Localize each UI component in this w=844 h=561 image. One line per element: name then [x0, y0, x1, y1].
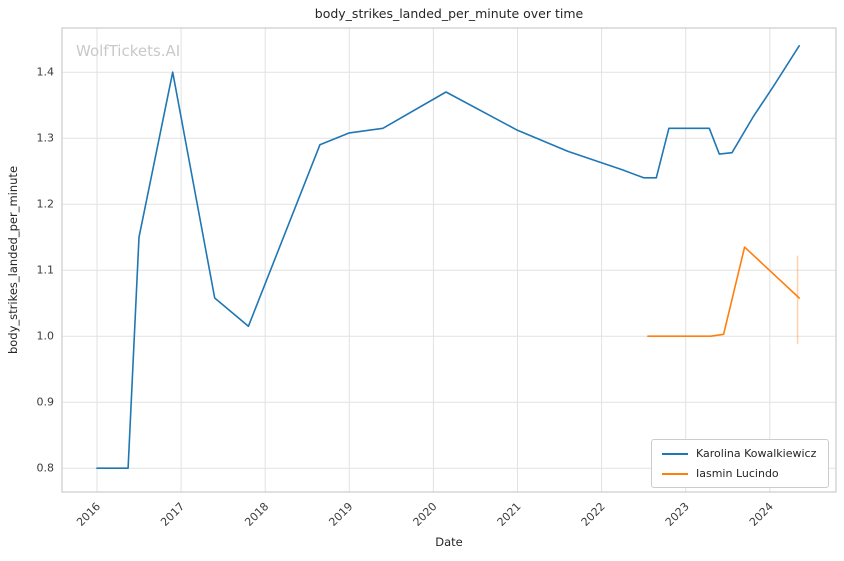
svg-text:2018: 2018: [242, 500, 271, 529]
svg-text:2022: 2022: [579, 500, 608, 529]
legend-line-swatch-orange: [662, 472, 688, 475]
svg-text:2024: 2024: [747, 500, 776, 529]
svg-text:2019: 2019: [326, 500, 355, 529]
legend-entry-iasmin-lucindo: Iasmin Lucindo: [662, 467, 818, 480]
svg-text:1.1: 1.1: [37, 264, 55, 277]
svg-text:2021: 2021: [495, 500, 524, 529]
y-axis-label: body_strikes_landed_per_minute: [6, 165, 20, 355]
legend-line-swatch-blue: [662, 452, 688, 455]
legend-entry-karolina-kowalkiewicz: Karolina Kowalkiewicz: [662, 447, 818, 460]
svg-text:2023: 2023: [663, 500, 692, 529]
svg-text:2020: 2020: [411, 500, 440, 529]
axes-border: [61, 27, 837, 493]
svg-text:1.0: 1.0: [37, 330, 55, 343]
svg-text:2016: 2016: [74, 500, 103, 529]
chart-title: body_strikes_landed_per_minute over time: [314, 6, 584, 21]
svg-text:1.4: 1.4: [37, 66, 55, 79]
y-tick-labels: 0.8 0.9 1.0 1.1 1.2 1.3 1.4: [37, 66, 55, 475]
legend-label: Karolina Kowalkiewicz: [696, 447, 817, 460]
svg-text:1.2: 1.2: [37, 198, 55, 211]
watermark-text: WolfTickets.AI: [76, 42, 181, 60]
svg-text:2017: 2017: [158, 500, 187, 529]
legend-label: Iasmin Lucindo: [696, 467, 779, 480]
svg-text:1.3: 1.3: [37, 132, 55, 145]
series-line-1: [647, 246, 801, 338]
legend: Karolina Kowalkiewicz Iasmin Lucindo: [651, 439, 829, 488]
svg-text:0.9: 0.9: [37, 396, 55, 409]
svg-text:0.8: 0.8: [37, 462, 55, 475]
series-line-0: [96, 44, 801, 470]
x-tick-labels: 2016 2017 2018 2019 2020 2021 2022 2023 2024: [74, 500, 776, 529]
x-axis-label: Date: [435, 535, 463, 549]
